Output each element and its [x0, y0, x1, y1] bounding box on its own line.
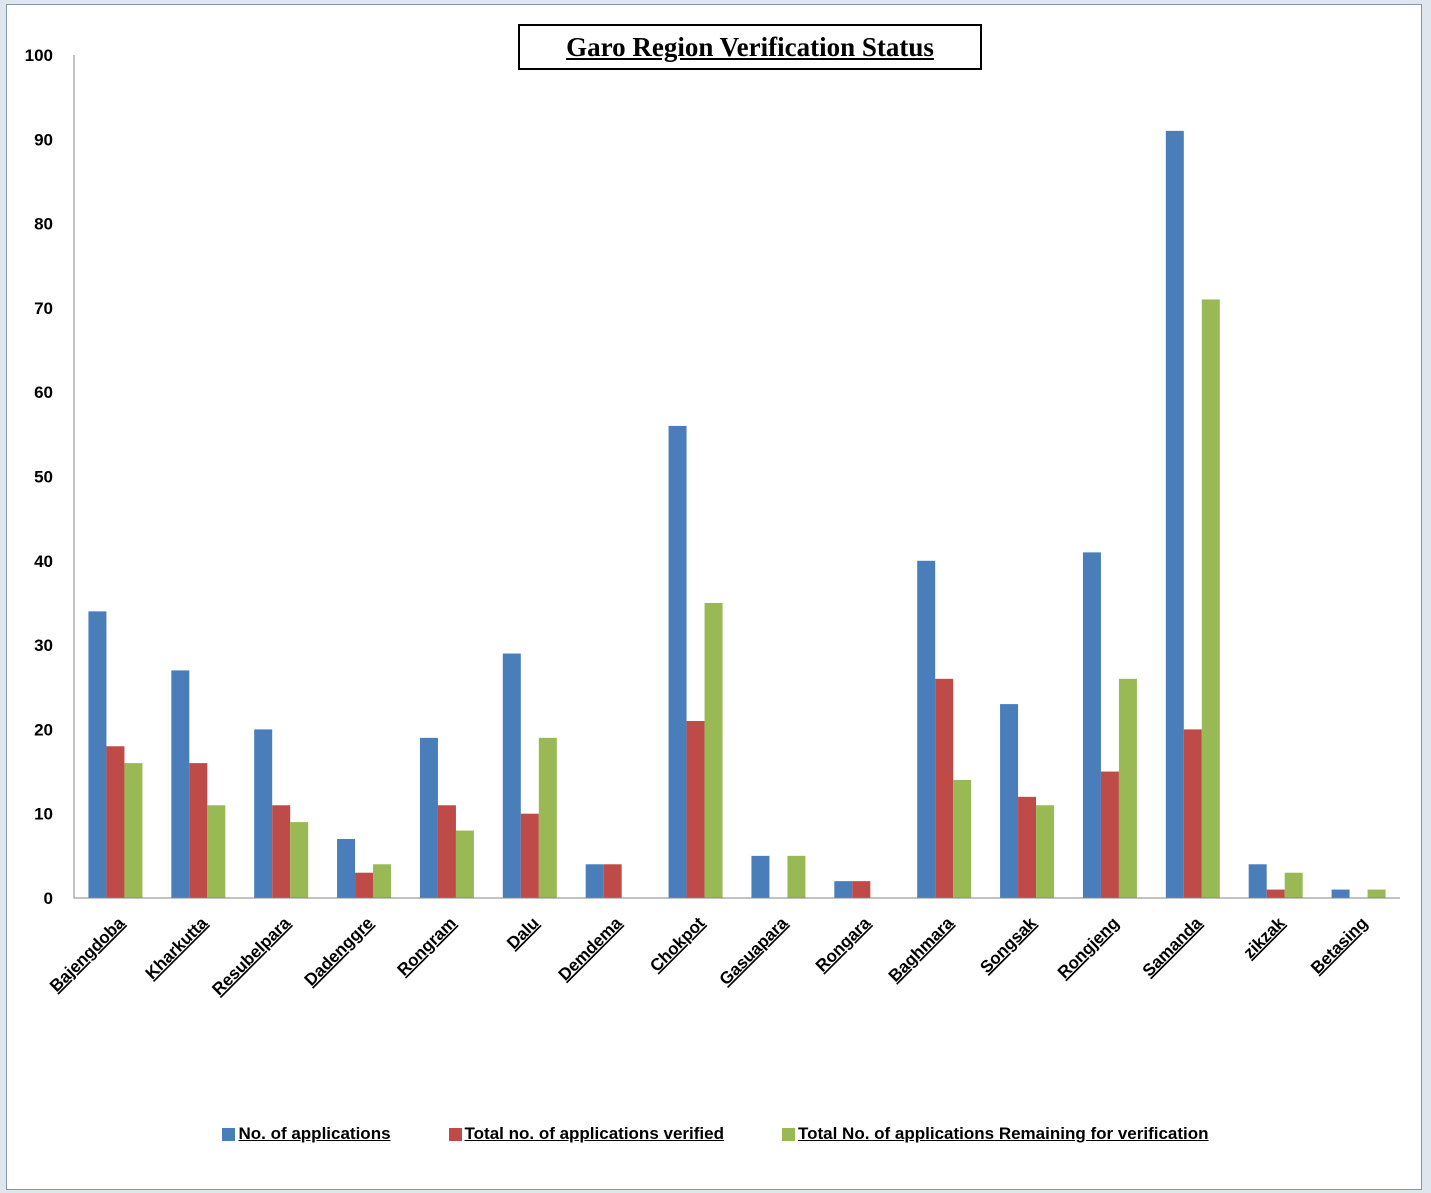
x-category-label: Bajengdoba	[46, 913, 129, 996]
y-tick-label: 40	[34, 552, 53, 571]
bar-kharkutta-series-3	[207, 805, 226, 898]
bar-dadenggre-series-1	[337, 838, 356, 898]
y-tick-label: 90	[34, 130, 53, 149]
bar-rongram-series-1	[419, 737, 438, 898]
axes	[73, 55, 1400, 899]
bar-demdema-series-2	[603, 864, 622, 898]
x-category-label: Kharkutta	[142, 913, 212, 983]
x-category-label: Demdema	[555, 913, 626, 984]
legend-item: Total No. of applications Remaining for …	[781, 1124, 1209, 1144]
bar-dadenggre-series-2	[355, 872, 374, 898]
bar-chokpot-series-1	[668, 425, 687, 898]
bar-rongara-series-2	[852, 881, 871, 898]
legend-swatch	[448, 1127, 462, 1141]
y-tick-label: 100	[25, 46, 53, 65]
x-category-label: Dalu	[503, 913, 542, 952]
bars	[88, 130, 1386, 899]
y-tick-label: 60	[34, 383, 53, 402]
x-category-label: Rongara	[812, 913, 875, 976]
x-category-label: Gasuapara	[716, 913, 792, 989]
bar-rongjeng-series-2	[1100, 771, 1119, 898]
bar-songsak-series-3	[1036, 805, 1055, 898]
y-axis-ticks: 0 10 20 30 40 50 60 70 80 90 100	[25, 46, 53, 908]
bar-zikzak-series-3	[1284, 872, 1303, 898]
bar-gasuapara-series-1	[751, 855, 770, 898]
x-category-label: Samanda	[1139, 913, 1206, 980]
bar-betasing-series-1	[1331, 889, 1350, 898]
bar-demdema-series-1	[585, 864, 604, 898]
x-category-label: Betasing	[1307, 913, 1371, 977]
bar-chokpot-series-2	[686, 720, 705, 898]
legend-item: Total no. of applications verified	[448, 1124, 724, 1144]
bar-zikzak-series-2	[1266, 889, 1285, 898]
bar-samanda-series-1	[1165, 130, 1184, 898]
bar-resubelpara-series-3	[290, 822, 309, 898]
x-category-label: Dadenggre	[301, 913, 377, 989]
bar-rongara-series-1	[834, 881, 853, 898]
bar-gasuapara-series-3	[787, 855, 806, 898]
bar-baghmara-series-1	[917, 560, 936, 898]
legend-swatch	[781, 1127, 795, 1141]
bar-bajengdoba-series-2	[106, 746, 125, 898]
bar-kharkutta-series-1	[171, 670, 190, 898]
x-category-label: Baghmara	[885, 913, 958, 986]
bar-dalu-series-1	[502, 653, 521, 898]
bar-rongjeng-series-1	[1082, 552, 1101, 898]
bar-rongjeng-series-3	[1118, 678, 1137, 898]
legend-item: No. of applications	[222, 1124, 391, 1144]
bar-betasing-series-3	[1367, 889, 1386, 898]
bar-resubelpara-series-2	[272, 805, 291, 898]
bar-samanda-series-2	[1183, 729, 1202, 898]
legend: No. of applications Total no. of applicat…	[0, 1124, 1431, 1144]
legend-label: No. of applications	[238, 1124, 391, 1143]
bar-dalu-series-2	[520, 813, 539, 898]
chart-title-box: Garo Region Verification Status	[518, 24, 982, 70]
legend-label: Total no. of applications verified	[464, 1124, 724, 1143]
bar-rongram-series-2	[437, 805, 456, 898]
bar-songsak-series-2	[1018, 796, 1037, 898]
y-tick-label: 10	[34, 805, 53, 824]
bar-zikzak-series-1	[1248, 864, 1267, 898]
chart-title: Garo Region Verification Status	[566, 31, 934, 62]
bar-baghmara-series-2	[935, 678, 954, 898]
bar-bajengdoba-series-1	[88, 611, 107, 898]
y-tick-label: 50	[34, 468, 53, 487]
legend-label: Total No. of applications Remaining for …	[797, 1124, 1209, 1143]
bar-chokpot-series-3	[704, 602, 723, 898]
y-tick-label: 20	[34, 720, 53, 739]
x-category-label: Songsak	[976, 913, 1040, 977]
y-tick-label: 80	[34, 215, 53, 234]
x-category-label: Chokpot	[646, 913, 708, 975]
bar-songsak-series-1	[1000, 704, 1019, 898]
bar-baghmara-series-3	[953, 779, 972, 898]
y-tick-label: 70	[34, 299, 53, 318]
bar-resubelpara-series-1	[254, 729, 273, 898]
y-tick-label: 30	[34, 636, 53, 655]
bar-rongram-series-3	[455, 830, 474, 898]
bar-kharkutta-series-2	[189, 763, 208, 898]
x-category-label: Rongram	[394, 913, 460, 979]
bar-dadenggre-series-3	[373, 864, 392, 898]
x-category-label: Rongjeng	[1054, 913, 1123, 982]
legend-swatch	[222, 1127, 236, 1141]
x-category-label: Resubelpara	[208, 913, 294, 999]
y-tick-label: 0	[44, 889, 53, 908]
x-category-label: zikzak	[1240, 913, 1289, 962]
bar-dalu-series-3	[538, 737, 557, 898]
bar-bajengdoba-series-3	[124, 763, 143, 898]
bar-samanda-series-3	[1201, 299, 1220, 899]
chart-area	[6, 4, 1422, 1190]
